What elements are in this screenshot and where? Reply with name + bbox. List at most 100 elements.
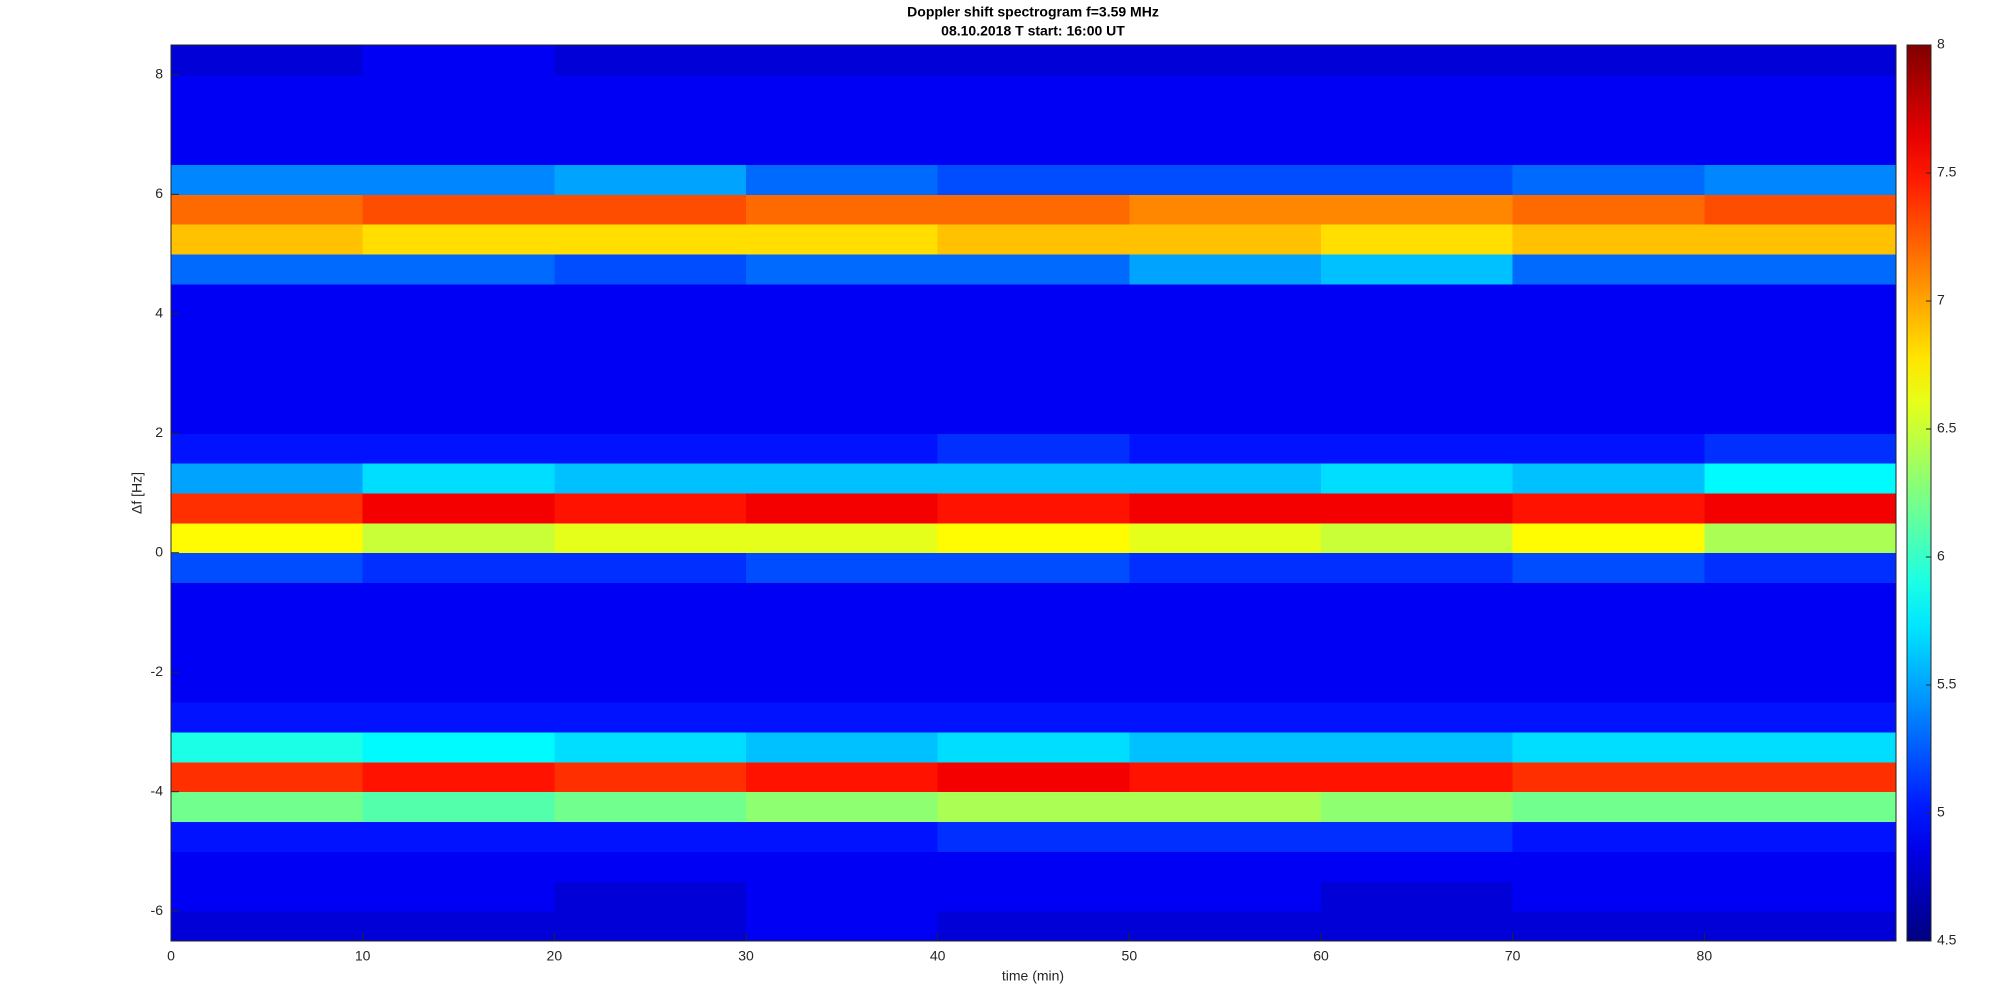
heatmap-cell bbox=[1129, 74, 1322, 106]
heatmap-cell bbox=[1704, 522, 1897, 554]
heatmap-cell bbox=[1512, 313, 1705, 345]
heatmap-cell bbox=[1129, 283, 1322, 315]
heatmap-cell bbox=[171, 552, 364, 584]
colorbar-tick-label: 8 bbox=[1937, 36, 1945, 52]
heatmap-cell bbox=[171, 224, 364, 255]
heatmap-cell bbox=[554, 164, 747, 195]
heatmap-cell bbox=[171, 343, 364, 375]
heatmap-cell bbox=[1129, 911, 1322, 942]
heatmap-cell bbox=[554, 761, 747, 793]
heatmap-cell bbox=[362, 283, 555, 315]
heatmap-cell bbox=[554, 911, 747, 942]
heatmap-cell bbox=[171, 821, 364, 852]
heatmap-cell bbox=[1321, 343, 1514, 375]
heatmap-cell bbox=[1129, 164, 1322, 195]
heatmap-cell bbox=[362, 731, 555, 763]
heatmap-cell bbox=[554, 702, 747, 733]
heatmap-cell bbox=[1321, 731, 1514, 763]
heatmap-cell bbox=[1704, 194, 1897, 225]
heatmap-cell bbox=[1512, 134, 1705, 165]
heatmap-cell bbox=[1321, 403, 1514, 434]
heatmap-cell bbox=[171, 791, 364, 823]
heatmap-cell bbox=[937, 254, 1130, 285]
heatmap-cell bbox=[1321, 881, 1514, 912]
heatmap-cell bbox=[1129, 343, 1322, 375]
heatmap-cell bbox=[1129, 851, 1322, 882]
heatmap-cell bbox=[171, 254, 364, 285]
heatmap-cell bbox=[937, 45, 1130, 76]
heatmap-cell bbox=[1512, 403, 1705, 434]
heatmap-cell bbox=[1321, 313, 1514, 345]
heatmap-cell bbox=[1512, 881, 1705, 912]
heatmap-cell bbox=[1512, 104, 1705, 136]
heatmap-cell bbox=[554, 463, 747, 494]
heatmap-cell bbox=[1129, 642, 1322, 673]
heatmap-cell bbox=[1704, 672, 1897, 703]
heatmap-cell bbox=[1512, 45, 1705, 76]
heatmap-cell bbox=[554, 851, 747, 882]
heatmap-cell bbox=[1321, 582, 1514, 613]
heatmap-cell bbox=[1704, 821, 1897, 852]
heatmap-cell bbox=[171, 164, 364, 195]
heatmap-cell bbox=[746, 702, 939, 733]
heatmap-cell bbox=[171, 403, 364, 434]
x-tick-label: 30 bbox=[738, 948, 754, 964]
heatmap-cell bbox=[746, 194, 939, 225]
heatmap-cell bbox=[746, 911, 939, 942]
heatmap-cell bbox=[1512, 463, 1705, 494]
heatmap-cell bbox=[1704, 702, 1897, 733]
heatmap-cell bbox=[362, 164, 555, 195]
heatmap-cell bbox=[362, 104, 555, 136]
heatmap-cell bbox=[937, 851, 1130, 882]
heatmap-cell bbox=[937, 582, 1130, 613]
heatmap-cell bbox=[746, 612, 939, 643]
heatmap-cell bbox=[1129, 522, 1322, 554]
heatmap-cell bbox=[1321, 104, 1514, 136]
heatmap-cell bbox=[554, 224, 747, 255]
heatmap-cell bbox=[1321, 254, 1514, 285]
heatmap-cell bbox=[1321, 702, 1514, 733]
heatmap-cell bbox=[362, 761, 555, 793]
heatmap-cell bbox=[1512, 612, 1705, 643]
heatmap-cell bbox=[1129, 672, 1322, 703]
heatmap-cell bbox=[746, 134, 939, 165]
heatmap-cell bbox=[171, 911, 364, 942]
heatmap-cell bbox=[746, 254, 939, 285]
heatmap-cell bbox=[746, 731, 939, 763]
heatmap-cell bbox=[746, 463, 939, 494]
heatmap-cell bbox=[1321, 522, 1514, 554]
heatmap-cell bbox=[554, 254, 747, 285]
heatmap-cell bbox=[1321, 74, 1514, 106]
heatmap-cell bbox=[937, 373, 1130, 404]
x-tick-label: 20 bbox=[547, 948, 563, 964]
heatmap-cell bbox=[937, 761, 1130, 793]
heatmap-cell bbox=[1129, 881, 1322, 912]
heatmap-cell bbox=[362, 881, 555, 912]
heatmap-cell bbox=[746, 313, 939, 345]
heatmap-cell bbox=[1512, 343, 1705, 375]
heatmap-cell bbox=[171, 642, 364, 673]
heatmap-cell bbox=[1512, 164, 1705, 195]
heatmap-cell bbox=[554, 821, 747, 852]
heatmap-cell bbox=[1704, 463, 1897, 494]
heatmap-cell bbox=[1512, 702, 1705, 733]
heatmap-cell bbox=[1129, 552, 1322, 584]
heatmap-cell bbox=[1321, 851, 1514, 882]
heatmap-cell bbox=[746, 74, 939, 106]
heatmap-cell bbox=[171, 433, 364, 464]
heatmap-cell bbox=[1321, 373, 1514, 404]
heatmap-cell bbox=[171, 283, 364, 315]
heatmap-cell bbox=[1704, 254, 1897, 285]
heatmap-cell bbox=[937, 702, 1130, 733]
heatmap-cell bbox=[1129, 104, 1322, 136]
heatmap-cell bbox=[362, 493, 555, 524]
heatmap-cell bbox=[1512, 761, 1705, 793]
heatmap-cell bbox=[937, 194, 1130, 225]
heatmap-cell bbox=[1321, 224, 1514, 255]
heatmap-cell bbox=[1129, 731, 1322, 763]
heatmap-cell bbox=[171, 134, 364, 165]
heatmap-cell bbox=[937, 911, 1130, 942]
heatmap-cell bbox=[1129, 403, 1322, 434]
heatmap-cell bbox=[1512, 74, 1705, 106]
